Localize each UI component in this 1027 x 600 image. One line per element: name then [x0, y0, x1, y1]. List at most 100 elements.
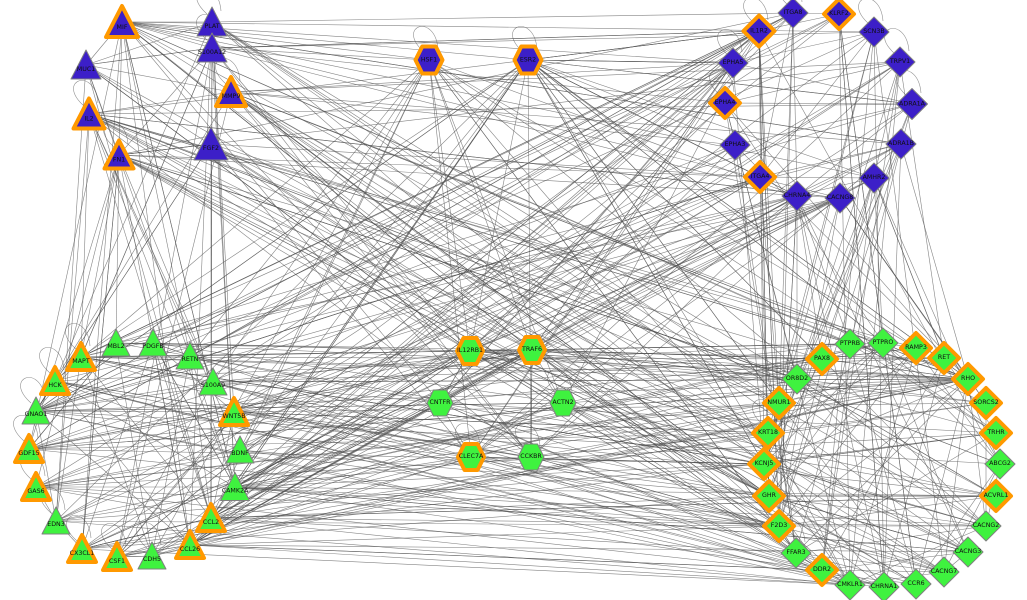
graph-node-fn1[interactable]: FN1: [98, 134, 141, 177]
graph-edge: [530, 349, 533, 458]
graph-node-trpv1[interactable]: TRPV1: [882, 44, 918, 80]
graph-edge: [189, 402, 564, 546]
graph-edge: [189, 62, 734, 357]
self-loop-edge: [101, 523, 127, 550]
graph-node-gdf15[interactable]: GDF15: [8, 428, 50, 470]
graph-node-wnt5b[interactable]: WNT5B: [213, 391, 255, 433]
graph-edge: [55, 520, 885, 588]
self-loop-edge: [196, 0, 222, 15]
graph-edge: [28, 411, 235, 450]
graph-edge: [54, 195, 798, 382]
graph-node-chrna4[interactable]: CHRNA4: [779, 178, 815, 214]
graph-node-cmklr1[interactable]: CMKLR1: [832, 567, 868, 600]
graph-edge: [35, 350, 471, 412]
graph-node-amhr2[interactable]: AMHR2: [856, 160, 892, 196]
graph-node-cntfr[interactable]: CNTFR: [424, 387, 456, 419]
graph-node-cdh5[interactable]: CDH5: [134, 538, 170, 574]
graph-node-adra1b[interactable]: ADRA1B: [883, 126, 919, 162]
graph-node-gnao1[interactable]: GNAO1: [18, 393, 54, 429]
graph-edge: [234, 486, 823, 571]
self-loop-edge: [884, 28, 910, 55]
graph-edge: [530, 432, 769, 458]
graph-edge: [778, 12, 794, 527]
graph-node-hsf1[interactable]: HSF1: [410, 41, 449, 80]
graph-node-esr2[interactable]: ESR2: [509, 41, 548, 80]
graph-edge: [211, 21, 798, 380]
graph-node-pdgfb[interactable]: PDGFB: [135, 325, 171, 361]
graph-node-actn2[interactable]: ACTN2: [547, 387, 579, 419]
graph-node-bdnf[interactable]: BDNF: [222, 432, 258, 468]
graph-node-il12rb1[interactable]: IL12RB1: [451, 332, 489, 370]
graph-node-klrf2[interactable]: KLRF2: [818, 0, 860, 35]
graph-edge: [796, 195, 823, 360]
graph-node-chrna1[interactable]: CHRNA1: [866, 569, 902, 600]
graph-node-itga4[interactable]: ITGA4: [739, 156, 781, 198]
graph-edge: [35, 378, 969, 488]
graph-edge: [118, 154, 770, 497]
graph-edge: [151, 62, 734, 557]
self-loop-edge: [709, 69, 735, 96]
graph-node-fgf2[interactable]: FGF2: [190, 123, 232, 165]
graph-edge: [758, 30, 780, 404]
graph-node-gas6[interactable]: GAS6: [15, 466, 57, 508]
graph-edge: [838, 13, 851, 586]
graph-edge: [796, 378, 997, 434]
graph-node-traf6[interactable]: TRAF6: [513, 331, 551, 369]
graph-edge: [152, 342, 212, 519]
graph-edge: [469, 350, 769, 434]
graph-node-epha5[interactable]: EPHA5: [715, 45, 751, 81]
graph-node-muc1[interactable]: MUC1: [67, 46, 105, 84]
graph-node-cckbr[interactable]: CCKBR: [515, 441, 547, 473]
graph-edge: [118, 21, 123, 156]
graph-edge: [873, 177, 1001, 465]
graph-edge: [527, 59, 875, 179]
graph-edge: [54, 380, 191, 546]
graph-edge: [35, 350, 471, 488]
graph-node-epha4[interactable]: EPHA4: [704, 82, 746, 124]
graph-edge: [531, 349, 769, 434]
graph-node-clec7a[interactable]: CLEC7A: [452, 438, 490, 476]
graph-node-cacng8[interactable]: CACNG8: [822, 180, 858, 216]
graph-node-adra1a[interactable]: ADRA1A: [894, 86, 931, 123]
graph-edge: [210, 143, 769, 434]
graph-node-csf1[interactable]: CSF1: [96, 536, 138, 578]
graph-edge: [55, 342, 884, 522]
graph-edge: [210, 59, 529, 519]
graph-edge: [527, 59, 734, 64]
graph-edge: [54, 380, 236, 488]
graph-node-mbl2[interactable]: MBL2: [98, 325, 134, 361]
graph-edge: [759, 176, 780, 404]
graph-edge: [28, 350, 471, 450]
graph-edge: [796, 61, 901, 380]
graph-node-il2[interactable]: IL2: [67, 92, 112, 137]
graph-edge: [151, 378, 969, 557]
graph-node-ccr6[interactable]: CCR6: [898, 566, 934, 600]
graph-edge: [778, 402, 917, 585]
graph-node-ccl26[interactable]: CCL26: [169, 524, 211, 566]
graph-edge: [80, 356, 765, 465]
self-loop-edge: [136, 522, 162, 549]
graph-edge: [211, 47, 798, 197]
graph-edge: [234, 486, 987, 527]
graph-edge: [85, 64, 533, 351]
graph-node-mmp9[interactable]: MMP9: [209, 70, 253, 114]
graph-node-mif[interactable]: MIF: [99, 0, 145, 45]
graph-edge: [115, 154, 120, 344]
graph-edge: [35, 449, 241, 488]
graph-edge: [210, 517, 797, 554]
graph-edge: [873, 177, 884, 344]
graph-edge: [527, 59, 736, 146]
graph-node-s100a12[interactable]: S100A12: [193, 29, 231, 67]
graph-edge: [821, 358, 987, 527]
graph-edge: [211, 21, 987, 527]
graph-edge: [28, 432, 769, 450]
graph-edge: [211, 21, 765, 465]
graph-edge: [189, 21, 213, 546]
graph-edge: [189, 355, 532, 458]
graph-edge: [35, 402, 564, 488]
graph-edge: [189, 355, 212, 519]
graph-edge: [239, 59, 430, 451]
graph-edge: [81, 342, 154, 550]
graph-edge: [796, 195, 969, 553]
